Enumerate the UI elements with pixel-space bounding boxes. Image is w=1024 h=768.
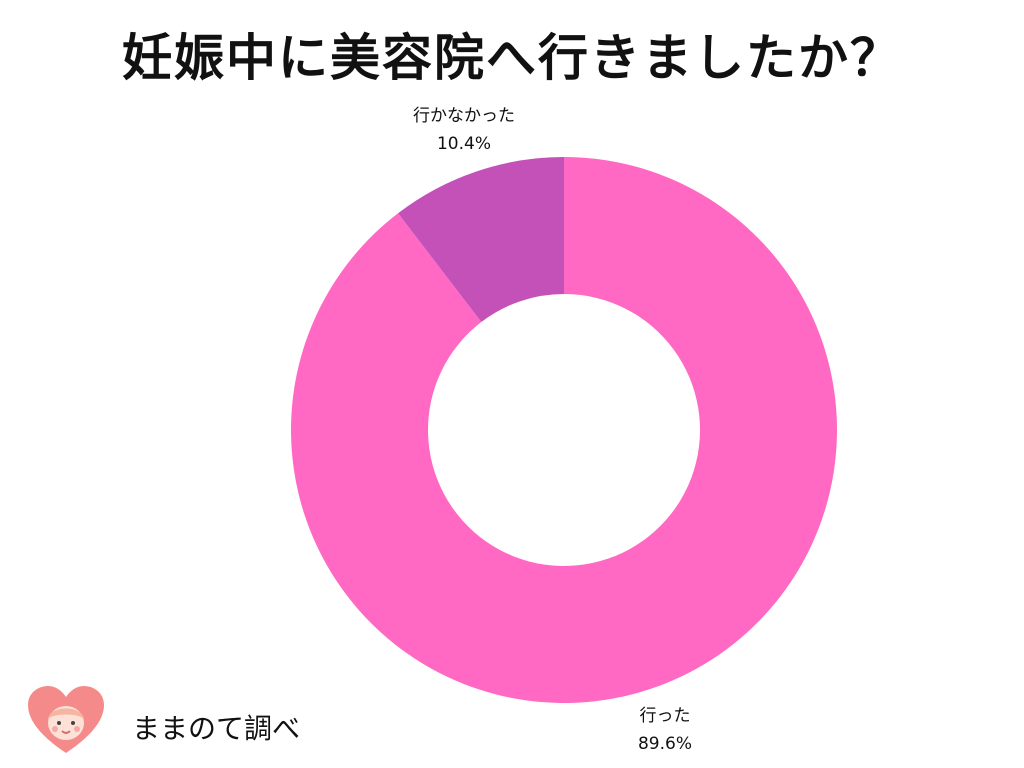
donut-slice-0 xyxy=(290,157,837,703)
slice-label-not-went-value: 10.4% xyxy=(436,134,491,154)
page-title: 妊娠中に美容院へ行きましたか？ xyxy=(122,29,902,87)
baby-heart-logo-icon xyxy=(28,686,104,753)
slice-label-not-went: 行かなかった 10.4% xyxy=(384,102,544,158)
donut-slice-1 xyxy=(398,157,564,323)
slice-label-not-went-name: 行かなかった xyxy=(413,106,515,126)
slice-label-went: 行った 89.6% xyxy=(605,702,725,758)
donut-slices xyxy=(290,157,837,703)
brand-name: ままのて調べ xyxy=(132,712,301,745)
slice-label-went-value: 89.6% xyxy=(637,734,692,754)
brand: ままのて調べ xyxy=(26,685,326,755)
slice-label-went-name: 行った xyxy=(639,706,691,726)
